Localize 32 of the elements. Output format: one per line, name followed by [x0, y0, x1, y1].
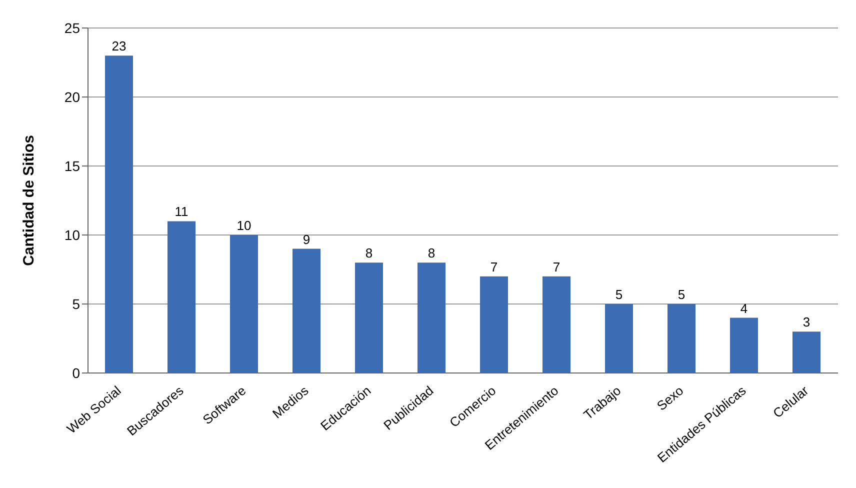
data-label: 3: [802, 314, 810, 330]
bar: [480, 276, 508, 373]
data-label: 4: [740, 300, 748, 316]
bar: [605, 304, 633, 373]
bar: [668, 304, 696, 373]
y-tick-label: 25: [64, 20, 80, 36]
y-tick-label: 5: [72, 296, 80, 312]
x-tick-label: Sexo: [654, 382, 686, 414]
data-label: 8: [428, 246, 436, 261]
y-tick-label: 0: [72, 364, 80, 381]
data-label: 7: [490, 259, 498, 274]
bar: [730, 318, 758, 373]
bar: [105, 56, 133, 373]
data-label: 8: [365, 246, 373, 261]
y-tick-label: 10: [64, 226, 80, 243]
y-tick-label: 15: [64, 158, 80, 174]
bar: [292, 248, 320, 373]
data-label: 5: [678, 287, 686, 302]
data-label: 5: [615, 287, 623, 302]
data-label: 11: [174, 204, 188, 220]
data-label: 9: [302, 232, 310, 247]
bar: [355, 262, 383, 373]
data-label: 23: [112, 38, 126, 54]
bar: [542, 276, 570, 373]
y-tick-label: 20: [64, 88, 80, 105]
data-label: 10: [236, 218, 252, 233]
data-label: 7: [552, 259, 560, 274]
bar: [230, 235, 258, 373]
bar: [418, 262, 446, 373]
bar: [792, 332, 820, 373]
bar: [168, 221, 196, 373]
y-axis-title: Cantidad de Sitios: [20, 135, 38, 266]
